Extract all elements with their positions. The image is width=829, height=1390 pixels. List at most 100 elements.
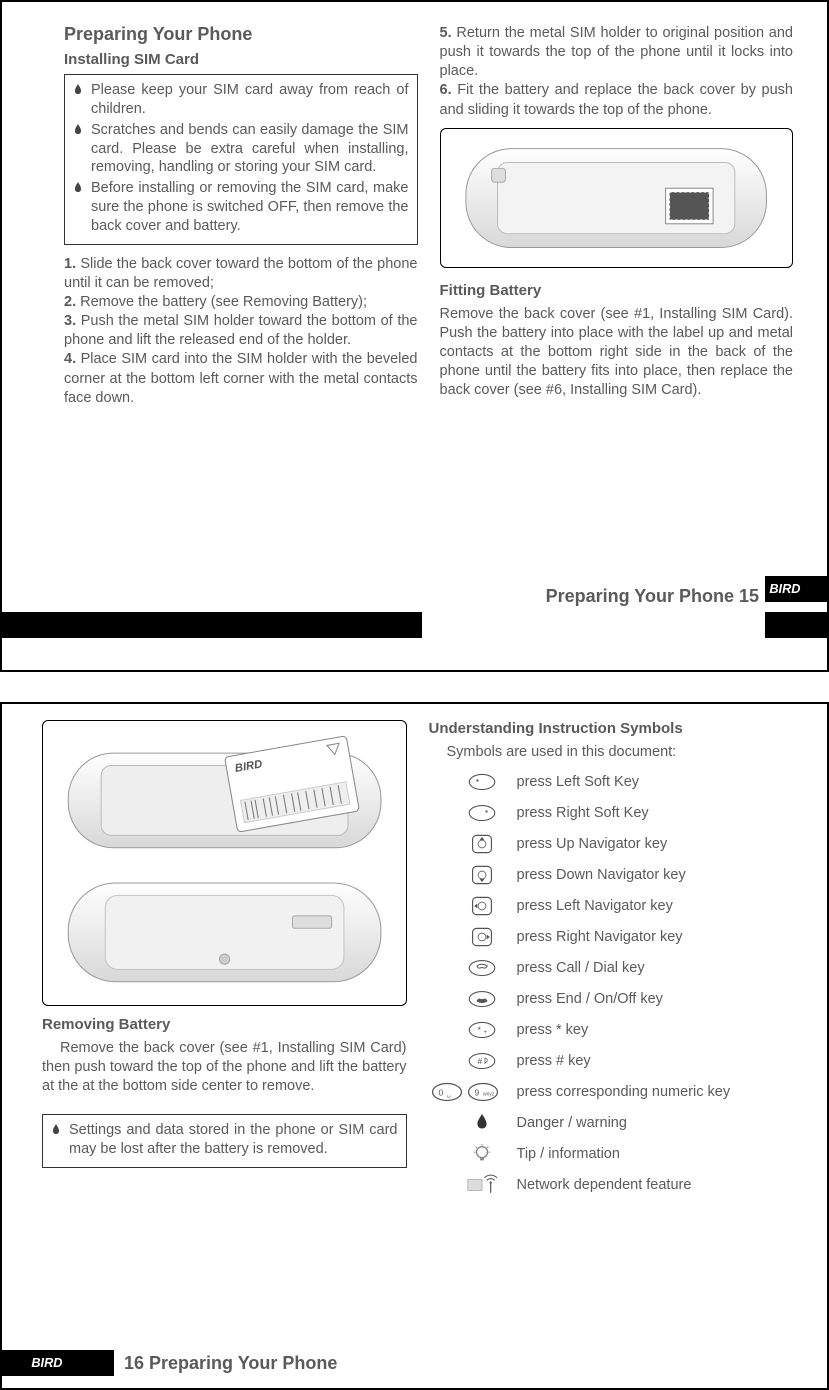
removing-battery-heading: Removing Battery — [42, 1016, 407, 1033]
symbol-label: press Right Navigator key — [517, 929, 683, 945]
page-15: Preparing Your Phone Installing SIM Card… — [0, 0, 829, 672]
step-2: 2. Remove the battery (see Removing Batt… — [64, 293, 418, 312]
step-6: 6. Fit the battery and replace the back … — [440, 81, 794, 119]
footer-strip: BIRD — [765, 576, 827, 602]
step-text: Remove the battery (see Removing Battery… — [80, 294, 367, 310]
symbol-row: press Right Navigator key — [461, 921, 794, 952]
warning-text: Settings and data stored in the phone or… — [69, 1121, 398, 1159]
symbols-list: press Left Soft Key press Right Soft Key… — [461, 766, 794, 1200]
warning-icon — [71, 181, 85, 236]
fitting-battery-text: Remove the back cover (see #1, Installin… — [440, 305, 794, 401]
symbol-label: press Left Navigator key — [517, 898, 673, 914]
svg-text:0: 0 — [438, 1087, 443, 1097]
symbol-label: Network dependent feature — [517, 1177, 692, 1193]
step-number: 6. — [440, 82, 452, 98]
symbols-heading: Understanding Instruction Symbols — [429, 720, 794, 737]
end-key-icon — [461, 988, 503, 1010]
symbol-label: press Up Navigator key — [517, 836, 668, 852]
warning-icon — [71, 123, 85, 178]
step-text: Return the metal SIM holder to original … — [440, 25, 794, 79]
symbol-row: press Right Soft Key — [461, 797, 794, 828]
hash-key-icon: # — [461, 1050, 503, 1072]
warning-icon — [71, 83, 85, 119]
symbol-label: press Call / Dial key — [517, 960, 645, 976]
removing-battery-text: Remove the back cover (see #1, Installin… — [42, 1039, 407, 1096]
symbol-row: press Left Soft Key — [461, 766, 794, 797]
warning-icon — [49, 1123, 63, 1159]
page-15-content: Preparing Your Phone Installing SIM Card… — [2, 2, 827, 408]
step-number: 3. — [64, 313, 76, 329]
install-sim-heading: Installing SIM Card — [64, 51, 418, 68]
footer-right: Preparing Your Phone 15 — [542, 576, 763, 616]
symbol-row: Network dependent feature — [461, 1169, 794, 1200]
page-16: BIRD Re — [0, 702, 829, 1390]
danger-icon — [461, 1112, 503, 1134]
page-15-footer: Preparing Your Phone 15 BIRD — [2, 576, 827, 606]
page-16-footer: BIRD 16 Preparing Your Phone — [2, 1348, 827, 1378]
star-key-icon: *+ — [461, 1019, 503, 1041]
col-right: 5. Return the metal SIM holder to origin… — [440, 24, 794, 408]
right-nav-key-icon — [461, 926, 503, 948]
svg-text:#: # — [477, 1057, 482, 1066]
svg-text:+: + — [483, 1029, 487, 1035]
symbol-label: Danger / warning — [517, 1115, 627, 1131]
warning-text: Before installing or removing the SIM ca… — [91, 179, 409, 236]
symbol-label: press Left Soft Key — [517, 774, 640, 790]
numeric-key-icon: 0 ␣ 9 wxyz — [427, 1081, 503, 1103]
page-number-label: Preparing Your Phone 15 — [542, 586, 763, 607]
svg-text:wxyz: wxyz — [483, 1091, 495, 1097]
footer-strip: BIRD — [2, 1350, 114, 1376]
symbols-intro: Symbols are used in this document: — [447, 743, 794, 762]
warning-item: Before installing or removing the SIM ca… — [71, 179, 409, 236]
symbol-row: 0␣ 9wxyz press corresponding numeric key — [461, 1076, 794, 1107]
left-soft-key-icon — [461, 771, 503, 793]
phone-back-illustration — [440, 128, 794, 268]
down-nav-key-icon — [461, 864, 503, 886]
phone-battery-illustration: BIRD — [42, 720, 407, 1006]
footer-left: 16 Preparing Your Phone — [124, 1348, 337, 1378]
step-text: Place SIM card into the SIM holder with … — [64, 351, 418, 405]
svg-text:*: * — [477, 1025, 481, 1035]
col-left: BIRD Re — [42, 720, 407, 1200]
svg-text:BIRD: BIRD — [769, 581, 800, 596]
brand-logo-icon: BIRD — [29, 1352, 87, 1374]
fitting-battery-heading: Fitting Battery — [440, 282, 794, 299]
symbol-row: *+ press * key — [461, 1014, 794, 1045]
warning-item: Scratches and bends can easily damage th… — [71, 121, 409, 178]
page-16-content: BIRD Re — [2, 704, 827, 1200]
symbol-row: press End / On/Off key — [461, 983, 794, 1014]
symbol-row: press Down Navigator key — [461, 859, 794, 890]
brand-logo-icon: BIRD — [767, 578, 825, 600]
step-number: 5. — [440, 25, 452, 41]
symbol-label: press * key — [517, 1022, 589, 1038]
warning-item: Settings and data stored in the phone or… — [49, 1121, 398, 1159]
step-text: Fit the battery and replace the back cov… — [440, 82, 794, 117]
svg-text:9: 9 — [474, 1087, 479, 1097]
col-right: Understanding Instruction Symbols Symbol… — [429, 720, 794, 1200]
symbol-row: # press # key — [461, 1045, 794, 1076]
step-text: Push the metal SIM holder toward the bot… — [64, 313, 418, 348]
svg-text:␣: ␣ — [447, 1092, 451, 1098]
symbol-label: press corresponding numeric key — [517, 1084, 731, 1100]
symbol-row: press Left Navigator key — [461, 890, 794, 921]
step-number: 4. — [64, 351, 76, 367]
sim-warning-box: Please keep your SIM card away from reac… — [64, 74, 418, 245]
battery-warning-box: Settings and data stored in the phone or… — [42, 1114, 407, 1168]
step-4: 4. Place SIM card into the SIM holder wi… — [64, 350, 418, 407]
step-number: 1. — [64, 256, 76, 272]
step-3: 3. Push the metal SIM holder toward the … — [64, 312, 418, 350]
tip-icon — [461, 1143, 503, 1165]
warning-text: Please keep your SIM card away from reac… — [91, 81, 409, 119]
svg-text:BIRD: BIRD — [31, 1355, 62, 1370]
network-icon — [461, 1174, 503, 1196]
call-key-icon — [461, 957, 503, 979]
symbol-label: press # key — [517, 1053, 591, 1069]
step-text: Slide the back cover toward the bottom o… — [64, 256, 418, 291]
right-soft-key-icon — [461, 802, 503, 824]
footer-black-bar — [765, 612, 827, 638]
symbol-label: Tip / information — [517, 1146, 620, 1162]
warning-text: Scratches and bends can easily damage th… — [91, 121, 409, 178]
page-title: Preparing Your Phone — [64, 24, 418, 45]
col-left: Preparing Your Phone Installing SIM Card… — [64, 24, 418, 408]
symbol-label: press Right Soft Key — [517, 805, 649, 821]
